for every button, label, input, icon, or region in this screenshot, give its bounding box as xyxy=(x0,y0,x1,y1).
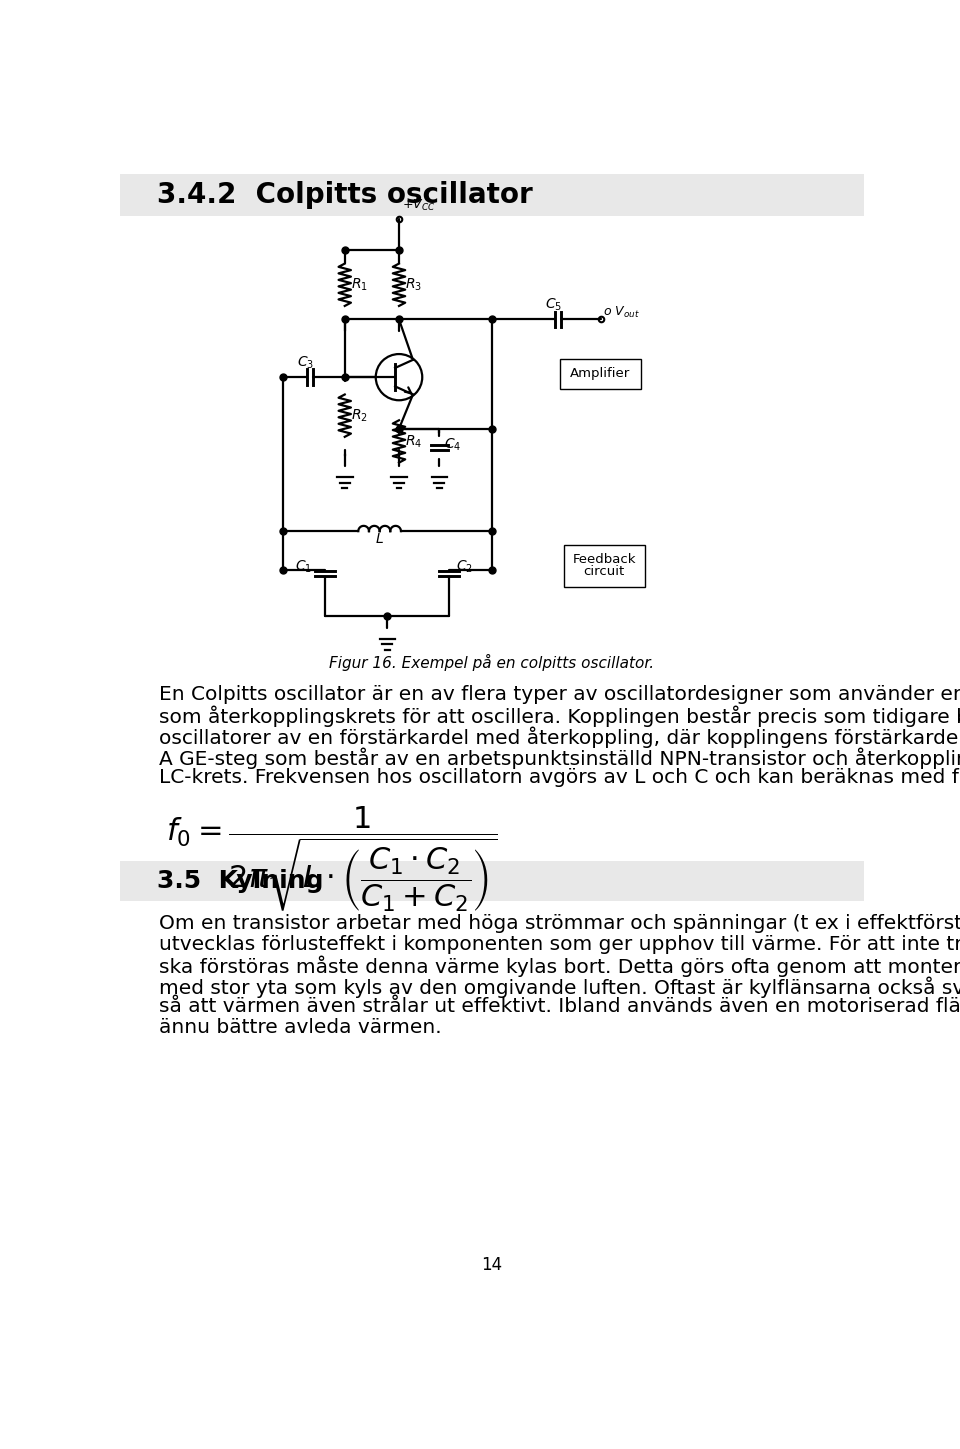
Text: som återkopplingskrets för att oscillera. Kopplingen består precis som tidigare : som återkopplingskrets för att oscillera… xyxy=(158,706,960,727)
Text: $R_2$: $R_2$ xyxy=(351,407,368,425)
Text: utvecklas förlusteffekt i komponenten som ger upphov till värme. För att inte tr: utvecklas förlusteffekt i komponenten so… xyxy=(158,935,960,953)
Text: oscillatorer av en förstärkardel med återkoppling, där kopplingens förstärkardel: oscillatorer av en förstärkardel med åte… xyxy=(158,727,960,748)
Text: 14: 14 xyxy=(481,1256,503,1274)
Text: $R_3$: $R_3$ xyxy=(405,277,422,293)
Text: $R_4$: $R_4$ xyxy=(405,433,422,449)
Text: o $V_{out}$: o $V_{out}$ xyxy=(603,306,639,320)
Text: Feedback: Feedback xyxy=(572,554,636,567)
Text: $f_0 = \dfrac{1}{2\pi\sqrt{L \cdot \left(\dfrac{C_1 \cdot C_2}{C_1+C_2}\right)}}: $f_0 = \dfrac{1}{2\pi\sqrt{L \cdot \left… xyxy=(166,804,498,913)
Text: circuit: circuit xyxy=(584,565,625,578)
Text: 3.5  Kylning: 3.5 Kylning xyxy=(157,869,324,893)
Text: Amplifier: Amplifier xyxy=(570,367,631,380)
Bar xyxy=(120,174,864,216)
Text: $C_2$: $C_2$ xyxy=(456,558,472,575)
Bar xyxy=(561,359,641,388)
Text: Om en transistor arbetar med höga strömmar och spänningar (t ex i effektförstärk: Om en transistor arbetar med höga strömm… xyxy=(158,914,960,933)
Text: $C_3$: $C_3$ xyxy=(297,355,314,371)
Bar xyxy=(120,861,864,901)
Text: 3.4.2  Colpitts oscillator: 3.4.2 Colpitts oscillator xyxy=(157,181,533,209)
Text: $L$: $L$ xyxy=(375,532,384,546)
Text: $+V_{CC}$: $+V_{CC}$ xyxy=(402,199,435,213)
Text: ännu bättre avleda värmen.: ännu bättre avleda värmen. xyxy=(158,1017,442,1037)
Text: LC-krets. Frekvensen hos oscillatorn avgörs av L och C och kan beräknas med form: LC-krets. Frekvensen hos oscillatorn avg… xyxy=(158,768,960,787)
Text: En Colpitts oscillator är en av flera typer av oscillatordesigner som använder e: En Colpitts oscillator är en av flera ty… xyxy=(158,685,960,704)
Text: $R_1$: $R_1$ xyxy=(351,277,368,293)
Text: Figur 16. Exempel på en colpitts oscillator.: Figur 16. Exempel på en colpitts oscilla… xyxy=(329,655,655,671)
Text: så att värmen även strålar ut effektivt. Ibland används även en motoriserad fläk: så att värmen även strålar ut effektivt.… xyxy=(158,997,960,1016)
Text: med stor yta som kyls av den omgivande luften. Oftast är kylflänsarna också svar: med stor yta som kyls av den omgivande l… xyxy=(158,977,960,998)
Bar xyxy=(564,545,645,587)
Text: A GE-steg som består av en arbetspunktsinställd NPN-transistor och återkopplinge: A GE-steg som består av en arbetspunktsi… xyxy=(158,748,960,769)
Text: $C_5$: $C_5$ xyxy=(544,297,562,313)
Text: $C_1$: $C_1$ xyxy=(296,558,312,575)
Text: $C_4$: $C_4$ xyxy=(444,436,461,452)
Text: ska förstöras måste denna värme kylas bort. Detta görs ofta genom att montera ky: ska förstöras måste denna värme kylas bo… xyxy=(158,955,960,977)
